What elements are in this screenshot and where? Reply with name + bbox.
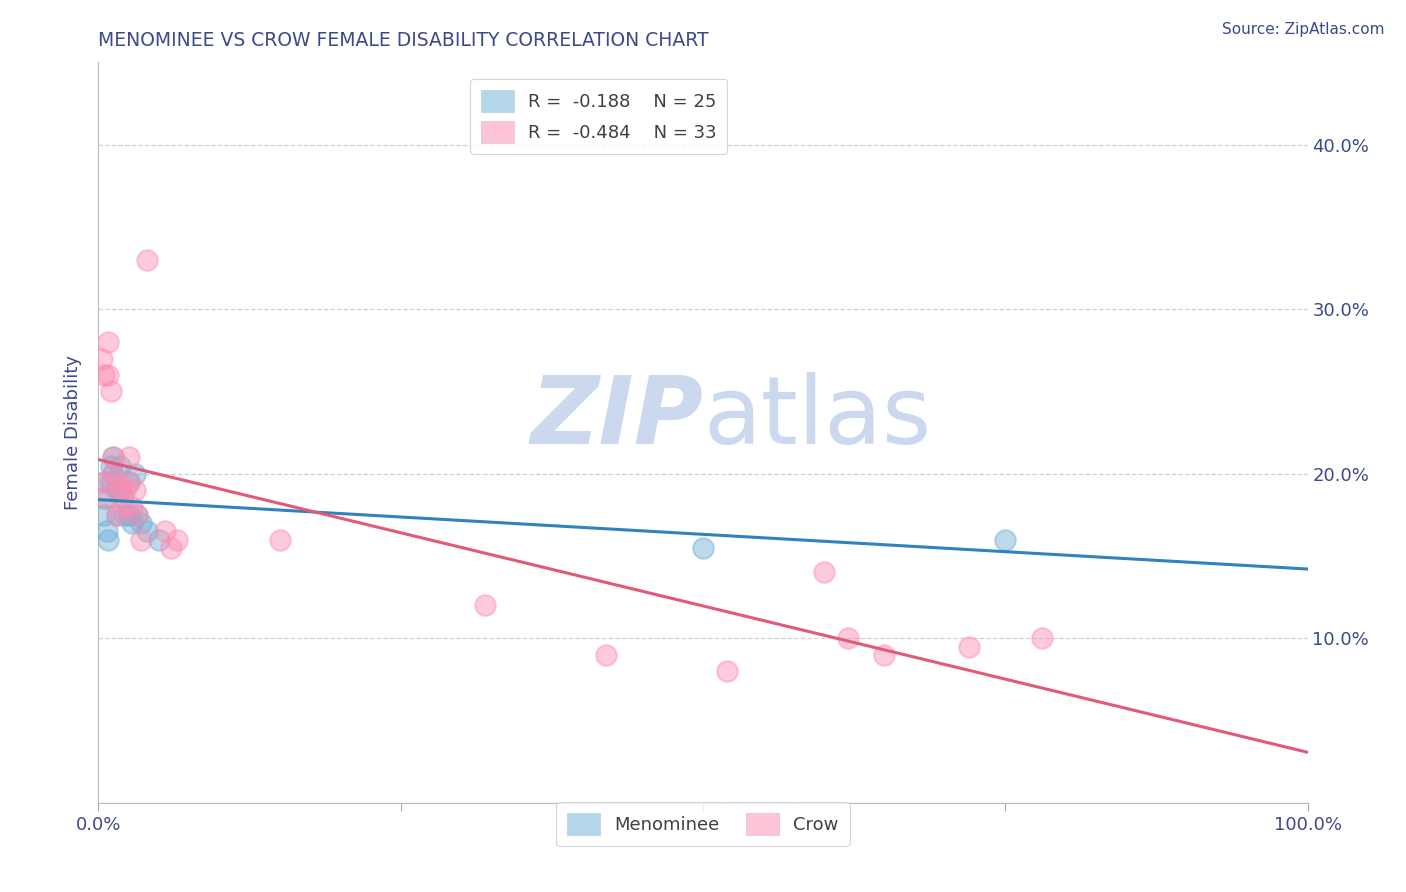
Point	[160, 541, 183, 555]
Point	[873, 648, 896, 662]
Point	[108, 458, 131, 473]
Point	[135, 252, 157, 267]
Text: ZIP: ZIP	[530, 372, 703, 464]
Point	[114, 508, 136, 522]
Point	[100, 458, 122, 473]
Point	[97, 533, 120, 547]
Point	[118, 475, 141, 489]
Point	[994, 533, 1017, 547]
Point	[595, 648, 617, 662]
Point	[1031, 632, 1053, 646]
Point	[93, 508, 115, 522]
Text: atlas: atlas	[703, 372, 931, 464]
Point	[135, 524, 157, 539]
Point	[118, 475, 141, 489]
Point	[101, 467, 124, 481]
Point	[105, 508, 128, 522]
Point	[97, 368, 120, 382]
Point	[101, 450, 124, 465]
Point	[93, 491, 115, 506]
Point	[166, 533, 188, 547]
Point	[118, 450, 141, 465]
Point	[100, 384, 122, 399]
Point	[111, 500, 134, 514]
Point	[96, 524, 118, 539]
Point	[957, 640, 980, 654]
Legend: Menominee, Crow: Menominee, Crow	[557, 802, 849, 846]
Point	[101, 450, 124, 465]
Point	[91, 351, 114, 366]
Point	[96, 491, 118, 506]
Point	[105, 475, 128, 489]
Point	[813, 566, 835, 580]
Point	[124, 467, 146, 481]
Point	[93, 368, 115, 382]
Point	[105, 483, 128, 498]
Point	[837, 632, 859, 646]
Point	[129, 516, 152, 530]
Point	[97, 335, 120, 350]
Point	[114, 483, 136, 498]
Point	[716, 664, 738, 678]
Point	[127, 508, 149, 522]
Point	[111, 491, 134, 506]
Point	[129, 533, 152, 547]
Text: Source: ZipAtlas.com: Source: ZipAtlas.com	[1222, 22, 1385, 37]
Point	[124, 483, 146, 498]
Point	[101, 467, 124, 481]
Point	[121, 500, 143, 514]
Point	[108, 483, 131, 498]
Point	[93, 475, 115, 489]
Point	[269, 533, 291, 547]
Point	[108, 483, 131, 498]
Point	[474, 599, 496, 613]
Point	[118, 508, 141, 522]
Point	[127, 508, 149, 522]
Point	[93, 475, 115, 489]
Point	[148, 533, 170, 547]
Point	[153, 524, 176, 539]
Point	[692, 541, 714, 555]
Point	[121, 516, 143, 530]
Text: MENOMINEE VS CROW FEMALE DISABILITY CORRELATION CHART: MENOMINEE VS CROW FEMALE DISABILITY CORR…	[98, 30, 709, 50]
Y-axis label: Female Disability: Female Disability	[65, 355, 83, 510]
Point	[100, 475, 122, 489]
Point	[105, 508, 128, 522]
